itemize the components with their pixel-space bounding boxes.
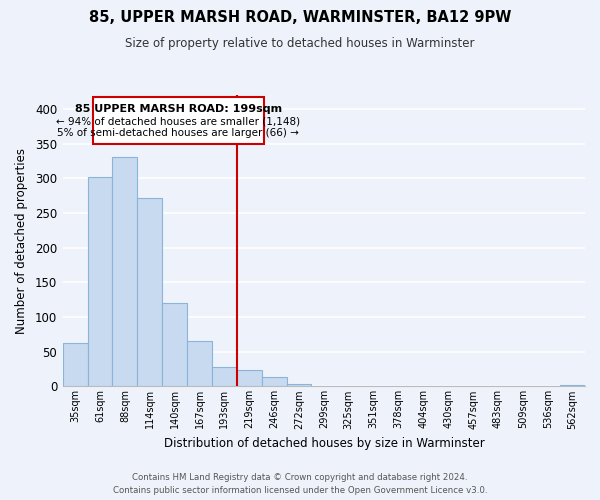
Text: 85 UPPER MARSH ROAD: 199sqm: 85 UPPER MARSH ROAD: 199sqm	[75, 104, 282, 114]
Bar	[237, 370, 262, 386]
Bar	[92, 97, 264, 144]
Bar	[287, 384, 311, 386]
Bar	[88, 177, 112, 386]
Y-axis label: Number of detached properties: Number of detached properties	[15, 148, 28, 334]
Text: Size of property relative to detached houses in Warminster: Size of property relative to detached ho…	[125, 38, 475, 51]
Bar	[137, 198, 162, 386]
Bar	[187, 342, 212, 386]
Bar	[112, 158, 137, 386]
Text: ← 94% of detached houses are smaller (1,148): ← 94% of detached houses are smaller (1,…	[56, 116, 301, 126]
X-axis label: Distribution of detached houses by size in Warminster: Distribution of detached houses by size …	[163, 437, 484, 450]
Bar	[262, 378, 287, 386]
Bar	[162, 303, 187, 386]
Bar	[212, 367, 237, 386]
Text: Contains HM Land Registry data © Crown copyright and database right 2024.
Contai: Contains HM Land Registry data © Crown c…	[113, 474, 487, 495]
Text: 85, UPPER MARSH ROAD, WARMINSTER, BA12 9PW: 85, UPPER MARSH ROAD, WARMINSTER, BA12 9…	[89, 10, 511, 25]
Bar	[560, 385, 585, 386]
Text: 5% of semi-detached houses are larger (66) →: 5% of semi-detached houses are larger (6…	[58, 128, 299, 138]
Bar	[63, 342, 88, 386]
